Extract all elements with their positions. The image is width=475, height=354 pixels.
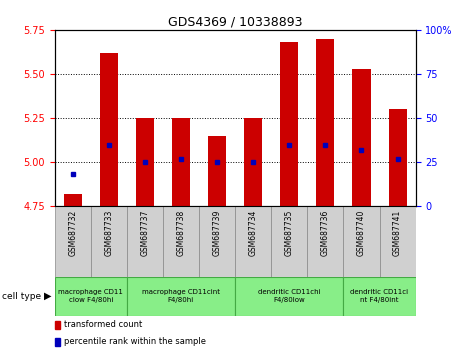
Text: ▶: ▶ [44,291,51,301]
Text: transformed count: transformed count [64,320,142,329]
Bar [380,206,416,276]
Bar [244,118,262,206]
Text: GSM687741: GSM687741 [393,210,402,256]
Text: GSM687738: GSM687738 [177,210,185,256]
Bar [343,276,416,316]
Bar [64,194,82,206]
Bar [235,276,343,316]
Text: macrophage CD11
clow F4/80hi: macrophage CD11 clow F4/80hi [58,289,123,303]
Bar [127,276,235,316]
Text: GSM687735: GSM687735 [285,210,294,256]
Text: GSM687736: GSM687736 [321,210,330,256]
Bar [172,118,190,206]
Bar [235,206,271,276]
Text: GSM687733: GSM687733 [104,210,113,256]
Text: GSM687737: GSM687737 [141,210,149,256]
Text: GSM687739: GSM687739 [213,210,221,256]
Bar [100,53,118,206]
Bar [389,109,407,206]
Bar [55,206,91,276]
Bar [127,206,163,276]
Text: dendritic CD11ci
nt F4/80int: dendritic CD11ci nt F4/80int [351,289,408,303]
Bar [280,42,298,206]
Bar [343,206,380,276]
Text: macrophage CD11cint
F4/80hi: macrophage CD11cint F4/80hi [142,289,220,303]
Bar [163,206,199,276]
Text: percentile rank within the sample: percentile rank within the sample [64,337,206,346]
Bar [271,206,307,276]
Bar [199,206,235,276]
Bar [91,206,127,276]
Bar [316,39,334,206]
Bar [307,206,343,276]
Text: dendritic CD11chi
F4/80low: dendritic CD11chi F4/80low [258,289,321,303]
Title: GDS4369 / 10338893: GDS4369 / 10338893 [168,16,303,29]
Text: GSM687734: GSM687734 [249,210,257,256]
Text: cell type: cell type [2,292,41,301]
Bar [352,69,370,206]
Bar [208,136,226,206]
Bar [55,276,127,316]
Bar [136,118,154,206]
Text: GSM687732: GSM687732 [68,210,77,256]
Text: GSM687740: GSM687740 [357,210,366,256]
